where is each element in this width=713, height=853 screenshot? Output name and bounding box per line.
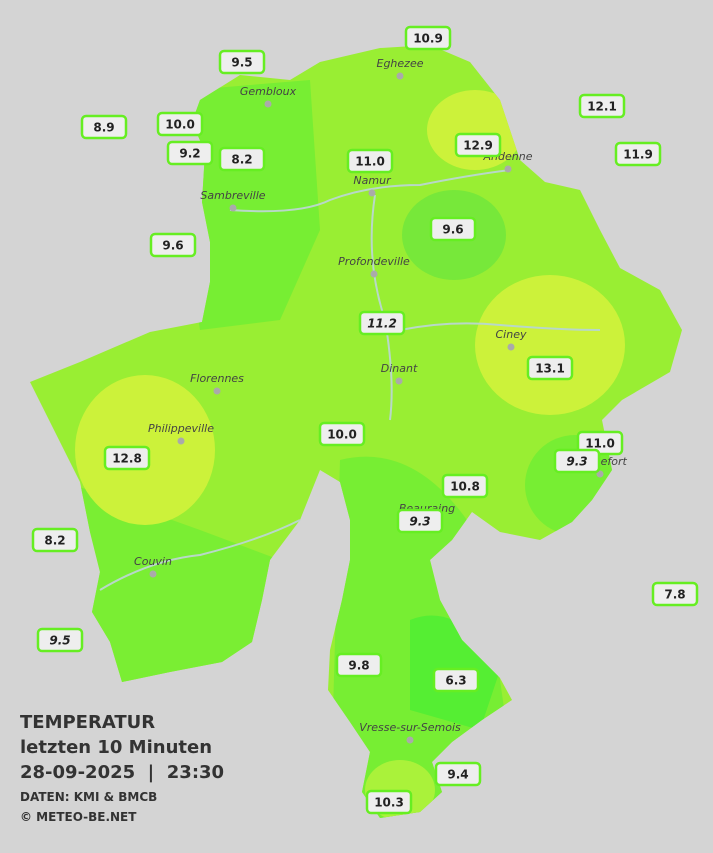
town-dot (370, 270, 378, 278)
station-box (454, 132, 502, 158)
station-box (218, 146, 266, 172)
station-value: 12.8 (112, 452, 142, 466)
station-box (365, 789, 413, 815)
station-value: 9.3 (409, 515, 430, 529)
station-box (404, 25, 452, 51)
town-dot (213, 387, 221, 395)
station-box (335, 652, 383, 678)
title: TEMPERATUR (20, 712, 156, 733)
town-dot (596, 470, 604, 478)
river (99, 169, 601, 591)
station-value: 8.9 (93, 121, 114, 135)
station-value: 13.1 (535, 362, 565, 376)
station-value: 10.8 (450, 480, 480, 494)
town-name: Gembloux (240, 85, 297, 98)
town-dot (507, 343, 515, 351)
town-name: Florennes (190, 372, 244, 385)
station-box (441, 473, 489, 499)
station-box (553, 448, 601, 474)
station-value: 12.1 (587, 100, 617, 114)
station-value: 10.0 (327, 428, 357, 442)
copyright: © METEO-BE.NET (20, 810, 137, 824)
station-box (218, 49, 266, 75)
station-box (80, 114, 128, 140)
station-value: 8.2 (231, 153, 252, 167)
datetime: 28-09-2025 | 23:30 (20, 762, 225, 783)
town-dot (149, 570, 157, 578)
station-box (149, 232, 197, 258)
station-box (156, 111, 204, 137)
station-value: 10.9 (413, 32, 443, 46)
town-dot (395, 377, 403, 385)
station-box (103, 445, 151, 471)
station-value: 9.6 (162, 239, 183, 253)
station-value: 11.0 (585, 437, 615, 451)
town-name: Namur (353, 174, 392, 187)
station-value: 7.8 (664, 588, 685, 602)
station-box (396, 508, 444, 534)
station-box (346, 148, 394, 174)
station-box (429, 216, 477, 242)
station-value: 10.3 (374, 796, 404, 810)
town-name: Ciney (496, 328, 527, 341)
station-box (36, 627, 84, 653)
station-box (434, 761, 482, 787)
town-dot (264, 100, 272, 108)
station-box (166, 140, 214, 166)
station-value: 11.2 (367, 317, 397, 331)
town-dot (504, 165, 512, 173)
town-name: Vresse-sur-Semois (359, 721, 461, 734)
source: DATEN: KMI & BMCB (20, 790, 158, 804)
station-value: 9.5 (231, 56, 252, 70)
station-box (578, 93, 626, 119)
station-value: 12.9 (463, 139, 493, 153)
town-dot (396, 72, 404, 80)
town-dot (406, 736, 414, 744)
town-dot (177, 437, 185, 445)
station-value: 9.6 (442, 223, 463, 237)
station-value: 9.5 (49, 634, 70, 648)
station-value: 9.2 (179, 147, 200, 161)
town-name: Sambreville (200, 189, 265, 202)
station-box (614, 141, 662, 167)
station-value: 9.3 (566, 455, 587, 469)
town-name: Dinant (381, 362, 418, 375)
station-value: 11.9 (623, 148, 653, 162)
station-value: 10.0 (165, 118, 195, 132)
station-box (651, 581, 699, 607)
station-value: 9.8 (348, 659, 369, 673)
town-name: Philippeville (148, 422, 214, 435)
station-box (526, 355, 574, 381)
town-dot (368, 189, 376, 197)
station-value: 9.4 (447, 768, 468, 782)
station-box (358, 310, 406, 336)
town-name: Eghezee (377, 57, 424, 70)
town-dot (229, 204, 237, 212)
town-name: Couvin (134, 555, 172, 568)
station-value: 11.0 (355, 155, 385, 169)
station-value: 6.3 (445, 674, 466, 688)
station-box (31, 527, 79, 553)
subtitle: letzten 10 Minuten (20, 737, 213, 758)
station-value: 8.2 (44, 534, 65, 548)
station-box (432, 667, 480, 693)
town-name: Profondeville (338, 255, 410, 268)
station-box (318, 421, 366, 447)
